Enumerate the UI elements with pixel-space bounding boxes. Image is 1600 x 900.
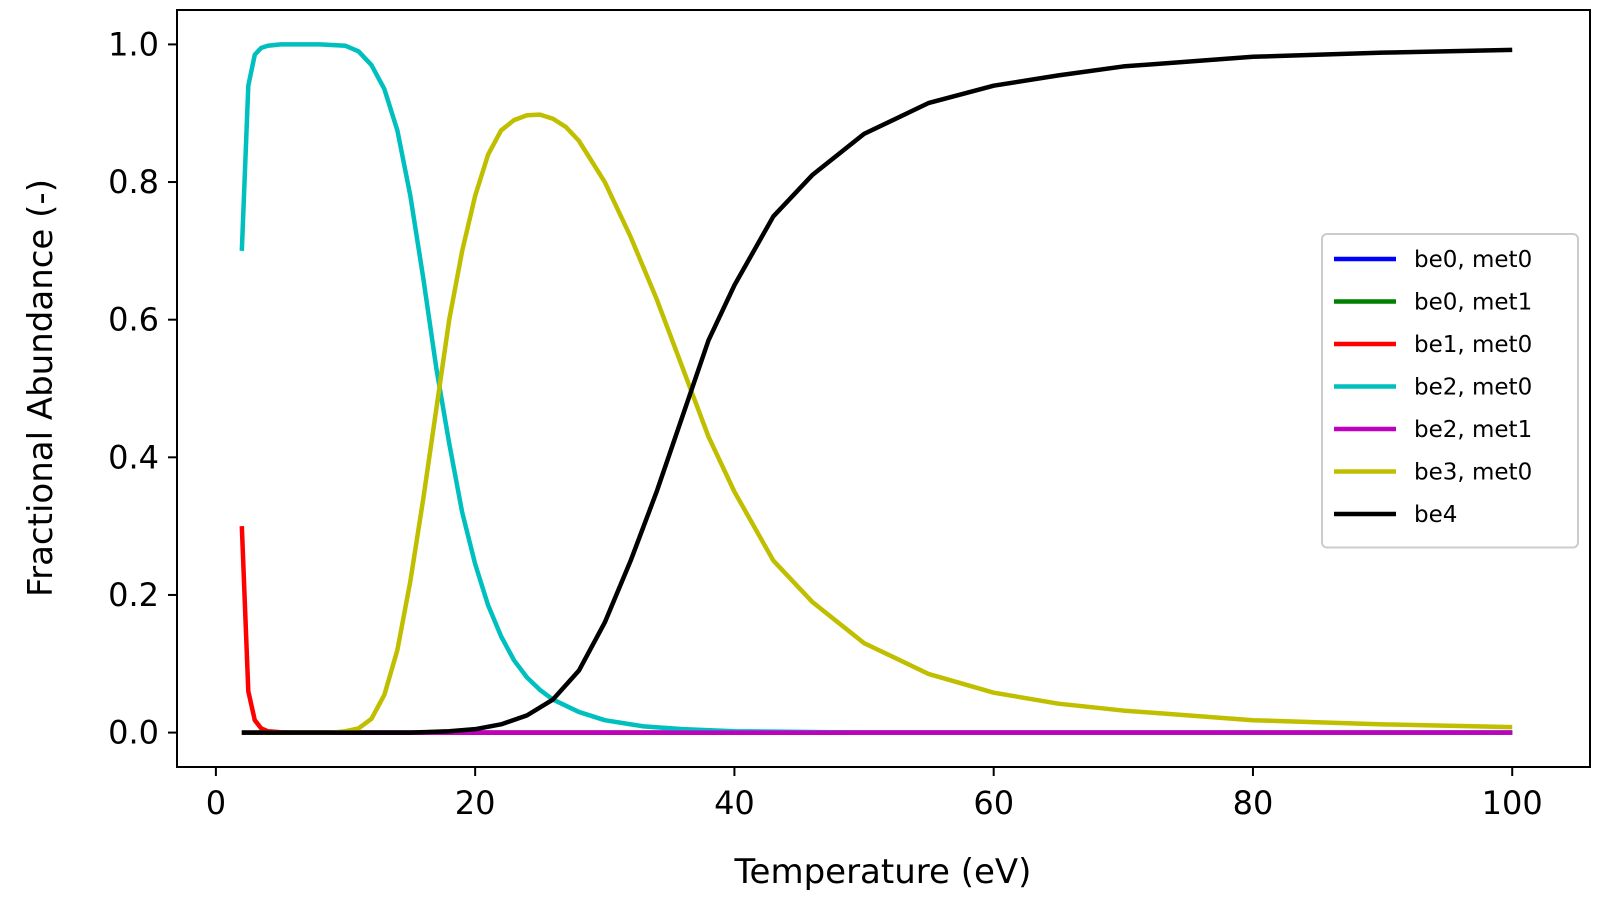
- y-tick-label: 0.8: [108, 163, 159, 201]
- legend-label-be0-met1: be0, met1: [1414, 290, 1532, 316]
- y-axis-label: Fractional Abundance (-): [21, 179, 61, 597]
- plot-frame: [176, 9, 1591, 768]
- legend-label-be3-met0: be3, met0: [1414, 460, 1532, 486]
- series-line-be1-met0: [239, 526, 1513, 735]
- y-tick-label: 1.0: [108, 25, 159, 63]
- x-axis-ticks: 0 20 40 60 80 100: [206, 767, 1543, 822]
- y-tick-label: 0.2: [108, 576, 159, 614]
- series-line-be4: [241, 47, 1513, 735]
- legend-label-be4: be4: [1414, 502, 1457, 528]
- legend-box: [1321, 233, 1579, 549]
- legend-label-be2-met0: be2, met0: [1414, 375, 1532, 401]
- legend-label-be2-met1: be2, met1: [1414, 417, 1532, 443]
- series-lines: [239, 42, 1513, 735]
- series-line-be2-met0: [239, 42, 1513, 735]
- legend: be0, met0 be0, met1 be1, met0 be2, met0 be2,…: [1321, 233, 1579, 549]
- legend-label-be1-met0: be1, met0: [1414, 332, 1532, 358]
- y-tick-label: 0.0: [108, 714, 159, 752]
- x-tick-label: 40: [714, 784, 755, 822]
- series-line-be3-met0: [241, 112, 1513, 735]
- x-axis-label: Temperature (eV): [734, 852, 1032, 892]
- x-tick-label: 100: [1482, 784, 1543, 822]
- y-tick-label: 0.6: [108, 301, 159, 339]
- y-axis-ticks: 0.0 0.2 0.4 0.6 0.8 1.0: [108, 25, 177, 752]
- y-tick-label: 0.4: [108, 438, 159, 476]
- x-tick-label: 80: [1233, 784, 1274, 822]
- x-tick-label: 60: [973, 784, 1014, 822]
- legend-label-be0-met0: be0, met0: [1414, 247, 1532, 273]
- x-tick-label: 0: [206, 784, 226, 822]
- x-tick-label: 20: [455, 784, 496, 822]
